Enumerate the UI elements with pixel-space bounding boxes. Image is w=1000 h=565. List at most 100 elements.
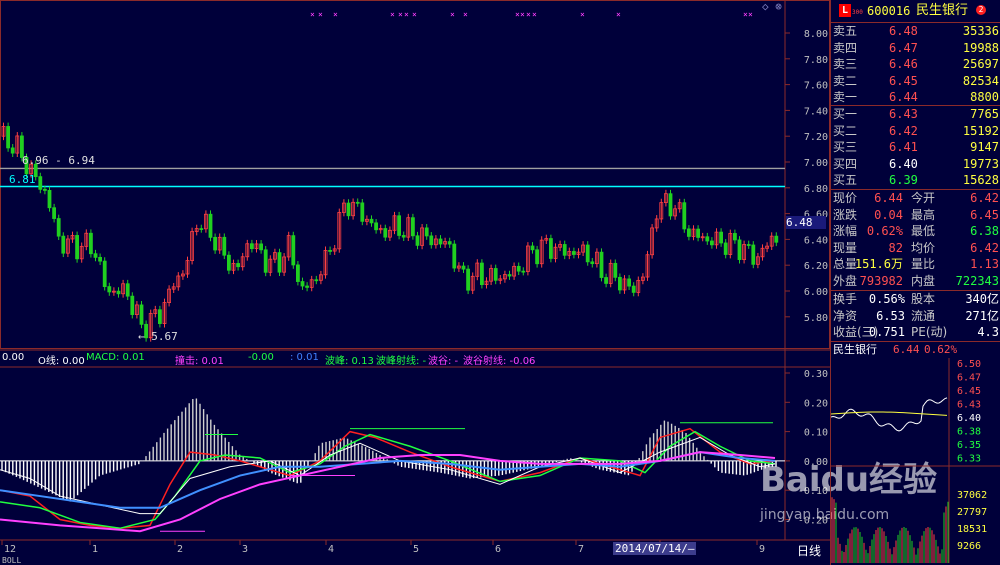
- bottom-tab[interactable]: BOLL: [2, 556, 22, 565]
- asks-row[interactable]: 卖三 6.46 25697: [831, 56, 1000, 72]
- candle-body: [461, 265, 466, 270]
- quote-row[interactable]: 外盘 793982 内盘 722343: [831, 273, 1000, 289]
- candle-body: [153, 309, 158, 314]
- quote-row[interactable]: 现量 82 均价 6.42: [831, 240, 1000, 256]
- asks-vol: 8800: [970, 90, 999, 105]
- fund-row[interactable]: 收益(三) 0.751 PE(动) 4.3: [831, 324, 1000, 340]
- asks-row[interactable]: 卖一 6.44 8800: [831, 89, 1000, 105]
- legend-item: 撞击: 0.01: [175, 356, 224, 367]
- kline-chart[interactable]: 8.00 7.80 7.60 7.40 7.20 7.00 6.80 6.60 6.40 6.20…: [0, 0, 830, 565]
- window-buttons[interactable]: ◇ ⊗: [762, 0, 782, 13]
- candle-body: [507, 274, 512, 277]
- candle-body: [226, 254, 231, 271]
- candle-body: [19, 135, 24, 158]
- quote-row[interactable]: 总量 151.6万 量比 1.13: [831, 256, 1000, 272]
- price-tick-label: 5.80: [804, 313, 828, 324]
- quote-l1: 涨幅: [833, 224, 858, 239]
- candle-body: [746, 244, 751, 246]
- bids-row[interactable]: 买二 6.42 15192: [831, 123, 1000, 139]
- main-frame: [0, 0, 830, 349]
- quote-v1: 0.62%: [866, 224, 903, 239]
- candle-body: [710, 240, 714, 246]
- indicator-legend: 0.00 O线: 0.00 MACD: 0.01 撞击: 0.01 -0.00: 0.0…: [0, 352, 830, 367]
- info-icon[interactable]: 2: [976, 5, 986, 15]
- fund-row[interactable]: 净资 6.53 流通 271亿: [831, 308, 1000, 324]
- legend-item: 波峰: 0.13: [325, 356, 374, 367]
- mini-price-tick: 6.45: [957, 386, 981, 397]
- bids-row[interactable]: 买五 6.39 15628: [831, 172, 1000, 188]
- candle-body: [61, 235, 66, 254]
- candle-body: [144, 323, 149, 339]
- quote-l1: 涨跌: [833, 207, 858, 222]
- bids-price: 6.42: [889, 123, 918, 138]
- asks-row[interactable]: 卖四 6.47 19988: [831, 40, 1000, 56]
- fund-v1: 0.751: [868, 325, 905, 340]
- candle-body: [751, 244, 756, 265]
- low-price-label: ← 5.67: [138, 330, 178, 343]
- time-label: 4: [328, 544, 334, 555]
- candle-body: [650, 227, 654, 256]
- support-label: 6.81: [9, 173, 36, 186]
- intraday-minichart[interactable]: 6.50 6.47 6.45 6.43 6.40 6.38 6.35 6.33 37062 277…: [831, 358, 1000, 563]
- fund-v2: 4.3: [977, 325, 999, 340]
- candle-body: [249, 243, 254, 250]
- asks-row[interactable]: 卖五 6.48 35336: [831, 23, 1000, 39]
- candle-body: [641, 276, 645, 281]
- candle-body: [682, 202, 687, 230]
- candle-body: [180, 273, 185, 277]
- bids-row[interactable]: 买一 6.43 7765: [831, 106, 1000, 122]
- candle-body: [47, 189, 52, 209]
- candle-body: [102, 260, 107, 288]
- candle-body: [337, 212, 342, 250]
- last-price-tag: 6.48: [786, 216, 826, 229]
- dea-line: [0, 430, 776, 530]
- legend-item: O线: 0.00: [38, 356, 85, 367]
- mini-vol-tick: 18531: [957, 524, 987, 535]
- candle-body: [6, 126, 10, 149]
- candle-body: [475, 262, 480, 277]
- candle-body: [240, 256, 245, 268]
- candle-body: [268, 258, 273, 273]
- candle-body: [392, 215, 397, 231]
- bids-vol: 15192: [962, 123, 999, 138]
- quote-panel: L 300 600016 民生银行 2 卖五 6.48 35336 卖四 6.47 199…: [830, 0, 1000, 565]
- candle-body: [719, 231, 723, 244]
- asks-label: 卖五: [833, 24, 858, 38]
- legend-item: 波峰射线: -: [376, 356, 427, 367]
- mini-stock-name: 民生银行: [833, 343, 877, 356]
- event-marker: ×: [616, 10, 621, 19]
- signal-line: [0, 436, 776, 515]
- asks-label: 卖四: [833, 40, 858, 55]
- price-tick-label: 6.00: [804, 287, 828, 298]
- quote-row[interactable]: 涨幅 0.62% 最低 6.38: [831, 223, 1000, 239]
- candle-body: [664, 193, 668, 203]
- bids-row[interactable]: 买三 6.41 9147: [831, 139, 1000, 155]
- period-label[interactable]: 日线: [797, 544, 822, 558]
- bids-row[interactable]: 买四 6.40 19773: [831, 156, 1000, 172]
- legend-item: -0.00: [248, 352, 274, 363]
- candle-body: [484, 280, 489, 286]
- candle-body: [581, 244, 585, 253]
- candle-body: [714, 231, 719, 246]
- candle-body: [125, 283, 130, 297]
- mini-price: 6.44: [893, 343, 920, 356]
- candle-body: [323, 250, 328, 276]
- quote-row[interactable]: 涨跌 0.04 最高 6.45: [831, 207, 1000, 223]
- candle-body: [378, 228, 383, 231]
- candle-body: [341, 202, 346, 213]
- asks-row[interactable]: 卖二 6.45 82534: [831, 73, 1000, 89]
- quote-row[interactable]: 现价 6.44 今开 6.42: [831, 190, 1000, 206]
- mini-price-line: [831, 397, 948, 432]
- asks-price: 6.48: [889, 24, 918, 38]
- exchange-badge: L: [839, 4, 851, 17]
- price-tick-label: 6.80: [804, 184, 828, 195]
- fund-l1: 换手: [833, 292, 858, 306]
- mini-avg-line: [831, 411, 948, 416]
- candle-body: [295, 264, 300, 282]
- mini-price-tick: 6.50: [957, 359, 981, 370]
- time-label: 1: [92, 544, 98, 555]
- fund-row[interactable]: 换手 0.56% 股本 340亿: [831, 291, 1000, 307]
- candle-body: [733, 233, 737, 241]
- ind-tick-label: 0.30: [804, 369, 828, 380]
- bids-label: 买四: [833, 156, 858, 171]
